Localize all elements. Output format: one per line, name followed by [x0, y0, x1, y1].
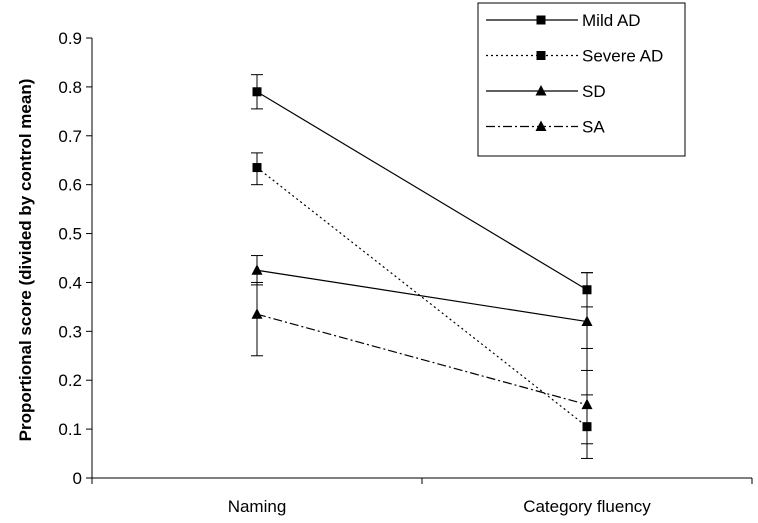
chart-axes: 0 0.1 0.2 0.3 0.4 0.5 0.6 0.7 0.8 0.9 Naming Catego… [58, 29, 753, 516]
y-tick-label: 0.5 [58, 225, 82, 244]
legend-marker [536, 51, 546, 60]
y-tick-label: 0.1 [58, 420, 82, 439]
legend-label: Severe AD [582, 47, 663, 66]
series-sa [251, 281, 593, 445]
legend-item-severe-ad: Severe AD [486, 47, 663, 66]
x-tick-label: Category fluency [523, 497, 651, 516]
y-axis-label: Proportional score (divided by control m… [16, 79, 35, 442]
series-severe-ad [251, 152, 593, 459]
y-tick-label: 0.4 [58, 273, 82, 292]
legend-item-sd: SD [486, 82, 606, 101]
series-line [256, 269, 588, 323]
y-tick-label: 0.2 [58, 371, 82, 390]
y-tick-label: 0 [73, 469, 82, 488]
y-tick-label: 0.3 [58, 322, 82, 341]
data-point [252, 163, 262, 173]
x-tick-label: Naming [228, 497, 287, 516]
legend-marker [535, 120, 547, 131]
legend-item-mild-ad: Mild AD [486, 11, 641, 30]
legend-marker [536, 15, 546, 25]
data-point [251, 308, 263, 319]
y-tick-label: 0.9 [58, 29, 82, 48]
y-tick-label: 0.7 [58, 127, 82, 146]
y-tick-label: 0.6 [58, 176, 82, 195]
y-tick-label: 0.8 [58, 78, 82, 97]
legend-item-sa: SA [486, 118, 605, 137]
data-point [252, 87, 262, 97]
series-line [256, 313, 588, 406]
data-point [581, 315, 593, 327]
series-line [256, 91, 588, 291]
legend-marker [535, 85, 547, 96]
data-point [251, 264, 263, 275]
series-sd [251, 255, 593, 371]
plot-area [251, 74, 593, 459]
legend: Mild AD Severe AD SD SA [477, 2, 686, 157]
data-point [581, 398, 593, 410]
legend-box [477, 2, 686, 157]
legend-label: SA [582, 118, 605, 137]
legend-label: Mild AD [582, 11, 641, 30]
legend-label: SD [582, 82, 606, 101]
series-line [256, 167, 588, 428]
